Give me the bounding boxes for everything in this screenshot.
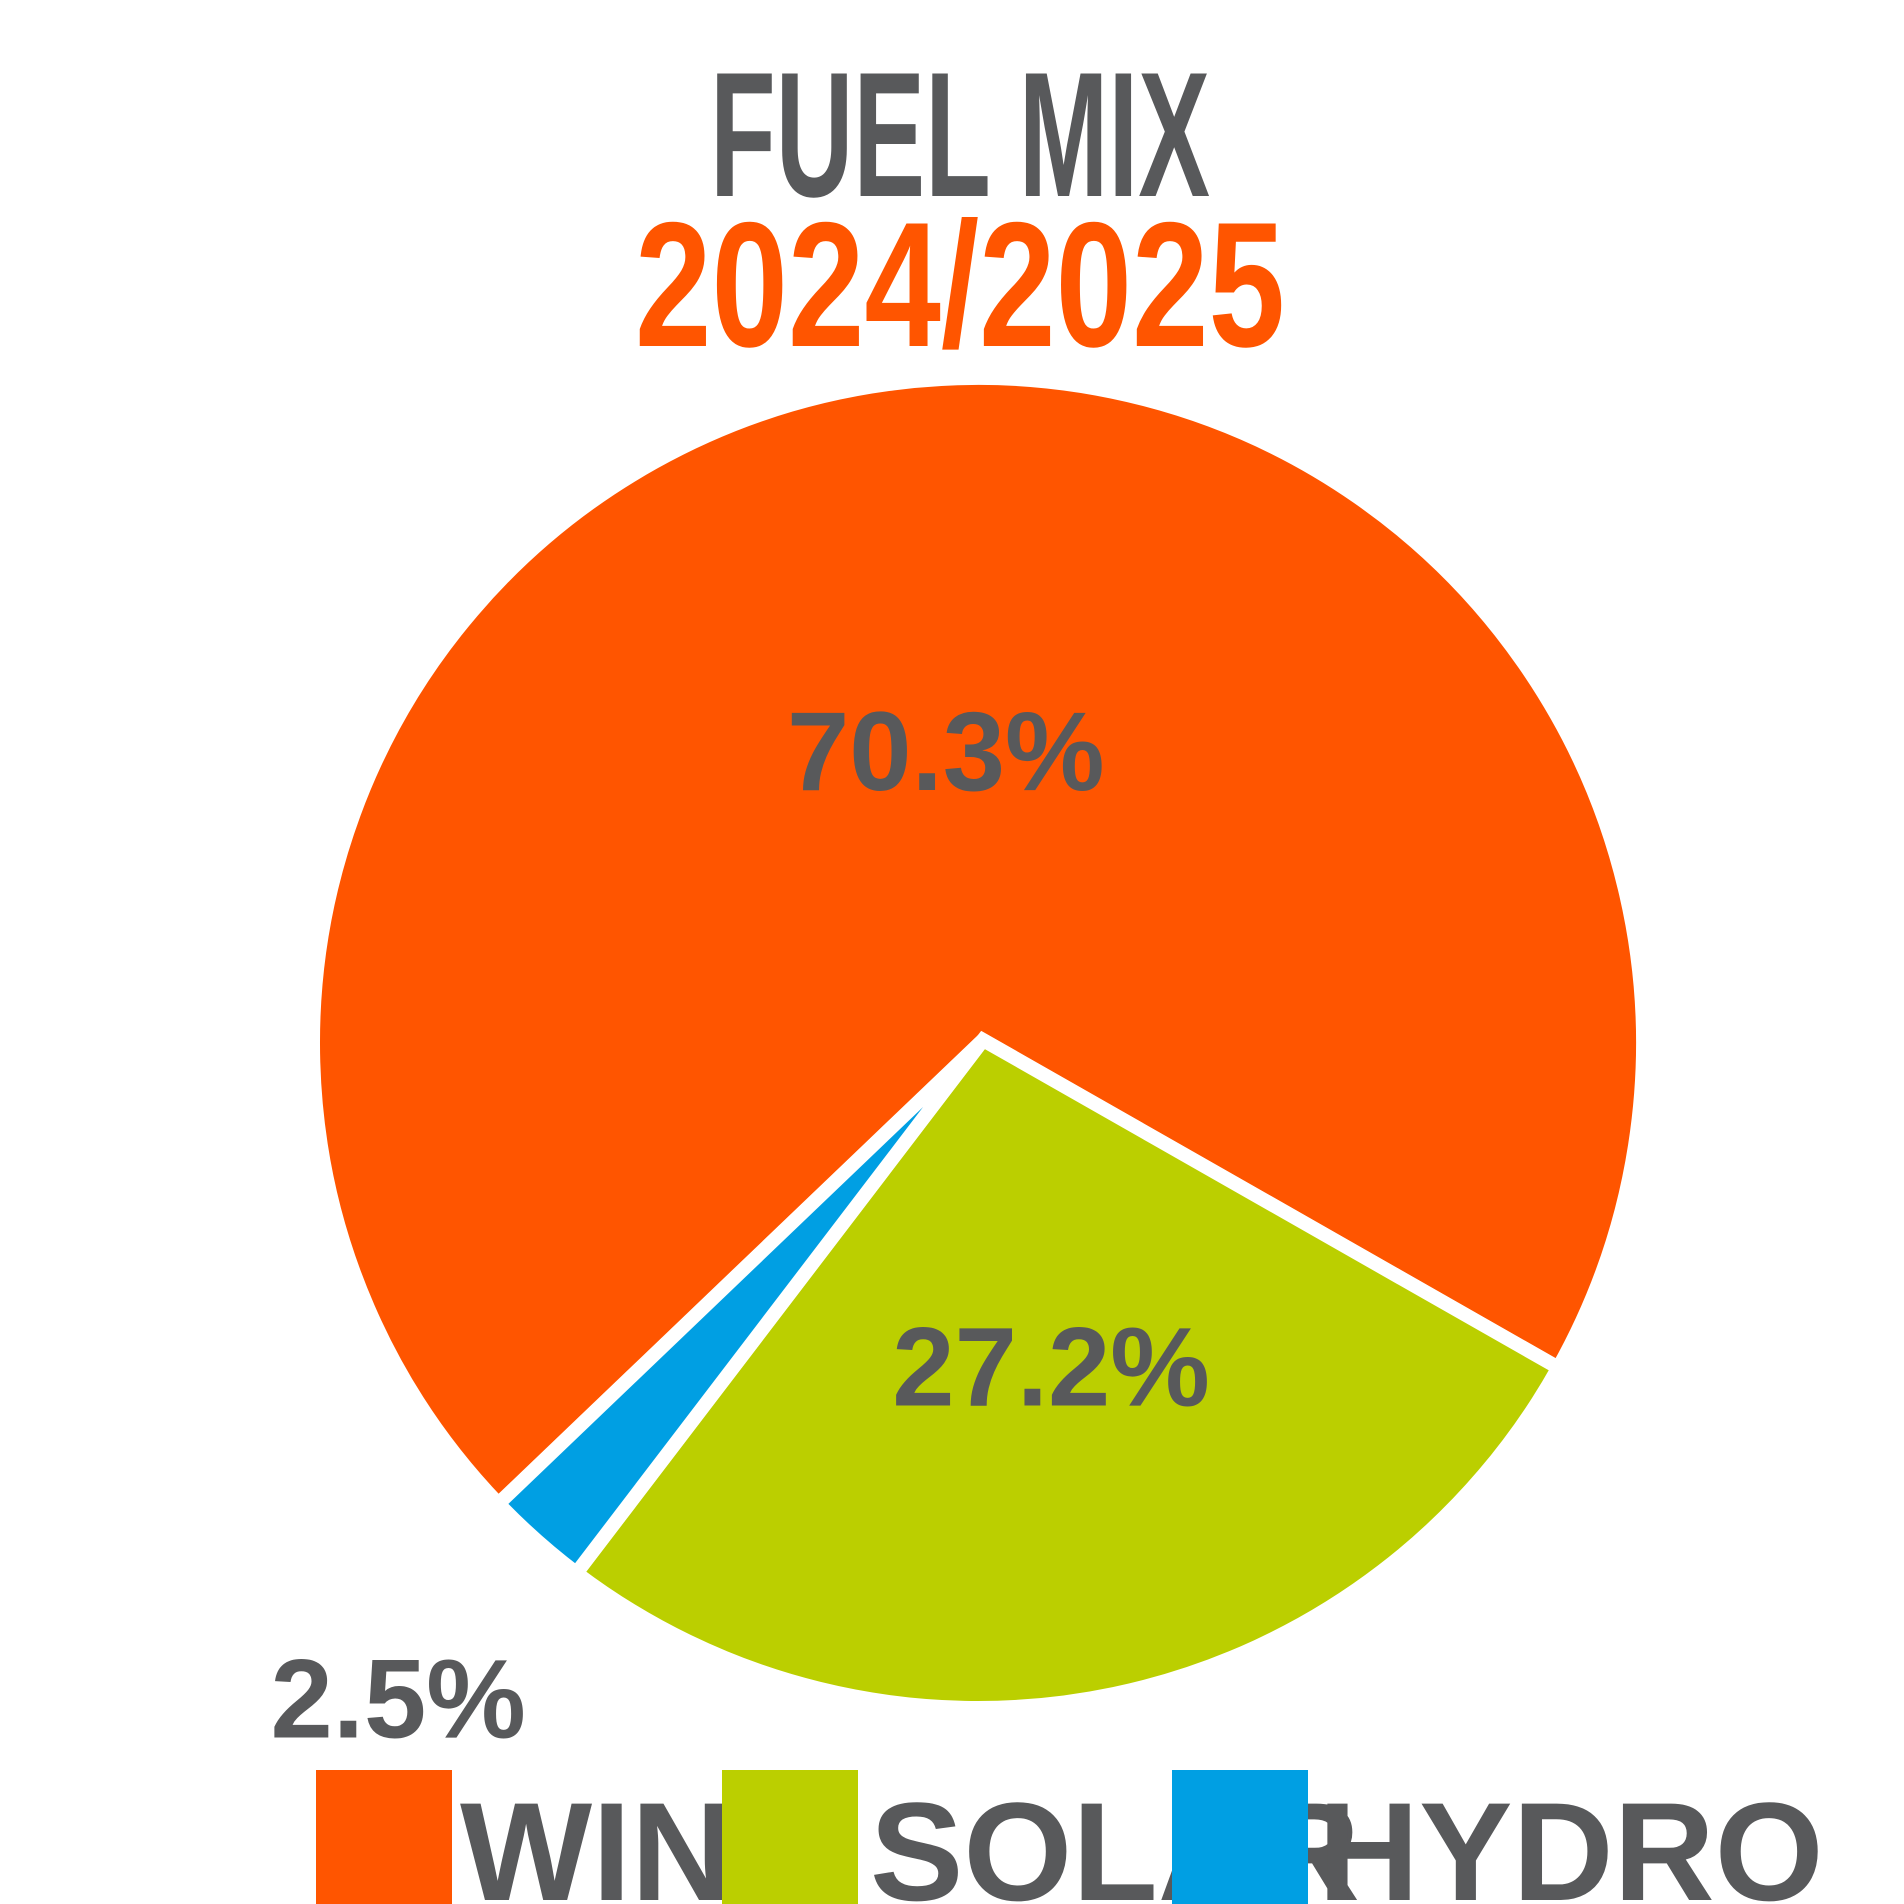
pie-slice-solar xyxy=(566,1030,1568,1715)
pie-slice-labels: 70.3% 27.2% 2.5% xyxy=(271,689,1210,1762)
slice-label-hydro: 2.5% xyxy=(271,1637,526,1762)
chart-subtitle: 2024/2025 xyxy=(635,185,1285,384)
pie-slice-hydro xyxy=(488,1034,989,1583)
slice-label-wind: 70.3% xyxy=(787,689,1105,814)
legend-swatch-wind xyxy=(316,1770,452,1904)
slice-label-solar: 27.2% xyxy=(892,1305,1210,1430)
legend-swatch-hydro xyxy=(1172,1770,1308,1904)
chart-title: FUEL MIX xyxy=(710,35,1210,234)
pie-slices xyxy=(306,371,1650,1715)
legend-swatch-solar xyxy=(722,1770,858,1904)
legend-label-hydro: HYDRO xyxy=(1318,1773,1824,1904)
